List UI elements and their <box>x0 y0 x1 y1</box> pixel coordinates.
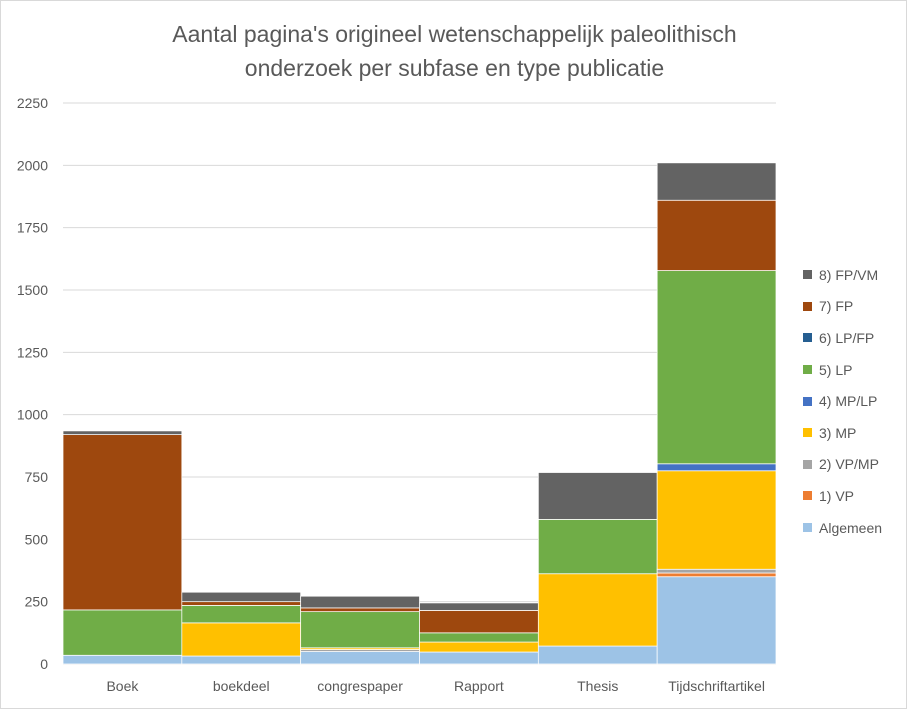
bar-segment <box>300 607 420 613</box>
bar-segment <box>656 463 777 472</box>
chart-title-line-2: onderzoek per subfase en type publicatie <box>244 55 665 81</box>
legend: 8) FP/VM 7) FP 6) LP/FP 5) LP 4) MP/LP 3) MP 2… <box>803 259 882 543</box>
bar-segment <box>62 430 183 435</box>
legend-label: 4) MP/LP <box>819 393 878 410</box>
legend-item: 1) VP <box>803 480 882 512</box>
y-tick-label: 2250 <box>17 95 48 111</box>
legend-label: 8) FP/VM <box>819 266 879 283</box>
legend-swatch <box>803 396 812 406</box>
legend-item: 5) LP <box>803 354 882 386</box>
legend-label: 7) FP <box>819 298 854 315</box>
bar-segment <box>62 609 183 656</box>
x-category-label: Thesis <box>577 678 618 694</box>
legend-label: 6) LP/FP <box>819 329 875 346</box>
legend-swatch <box>803 491 812 501</box>
bar-segment <box>656 568 777 574</box>
legend-swatch <box>803 523 812 533</box>
legend-label: Algemeen <box>819 519 883 536</box>
bar-segment <box>656 199 777 271</box>
y-tick-label: 1250 <box>17 344 48 360</box>
legend-label: 2) VP/MP <box>819 456 879 473</box>
bar-segment <box>656 572 777 578</box>
y-tick-label: 2000 <box>17 157 48 173</box>
y-tick-label: 250 <box>25 594 49 610</box>
legend-item: 3) MP <box>803 417 882 449</box>
bar-segment <box>537 472 658 520</box>
y-tick-label: 0 <box>40 656 48 672</box>
bar-segment <box>419 641 539 653</box>
bar-segment <box>300 651 420 665</box>
bar-segment <box>181 601 302 606</box>
x-category-label: congrespaper <box>317 678 403 694</box>
legend-swatch <box>803 301 812 311</box>
bar-segment <box>537 519 658 575</box>
legend-item: 8) FP/VM <box>803 259 882 291</box>
x-category-label: boekdeel <box>213 678 270 694</box>
y-tick-label: 500 <box>25 531 49 547</box>
bar-segment <box>181 622 302 657</box>
bar-segment <box>419 610 539 634</box>
x-category-label: Rapport <box>454 678 504 694</box>
chart-title: Aantal pagina's origineel wetenschappeli… <box>1 17 906 85</box>
bar-segment <box>62 434 183 611</box>
bar-segment <box>62 654 183 665</box>
legend-swatch <box>803 270 812 280</box>
legend-item: Algemeen <box>803 512 882 544</box>
legend-swatch <box>803 333 812 343</box>
bar-segment <box>300 595 420 609</box>
legend-label: 3) MP <box>819 424 857 441</box>
x-category-label: Tijdschriftartikel <box>668 678 765 694</box>
bar-segment <box>656 576 777 665</box>
bar-segment <box>656 162 777 201</box>
bar-segment <box>181 591 302 603</box>
x-category-label: Boek <box>106 678 139 694</box>
legend-label: 5) LP <box>819 361 853 378</box>
bar-segment <box>419 632 539 643</box>
legend-item: 7) FP <box>803 291 882 323</box>
bar-segment <box>537 573 658 647</box>
bar-segment <box>300 611 420 649</box>
bar-segment <box>419 602 539 611</box>
legend-swatch <box>803 428 812 438</box>
y-tick-label: 750 <box>25 469 49 485</box>
legend-item: 4) MP/LP <box>803 385 882 417</box>
legend-item: 2) VP/MP <box>803 449 882 481</box>
bar-segment <box>537 645 658 665</box>
legend-label: 1) VP <box>819 487 855 504</box>
y-tick-label: 1500 <box>17 282 48 298</box>
bar-segment <box>181 655 302 665</box>
bar-segment <box>656 270 777 465</box>
y-tick-label: 1750 <box>17 220 48 236</box>
legend-item: 6) LP/FP <box>803 322 882 354</box>
bar-segment <box>181 605 302 624</box>
bar-segment <box>656 470 777 570</box>
y-tick-label: 1000 <box>17 407 48 423</box>
chart-title-line-1: Aantal pagina's origineel wetenschappeli… <box>172 21 737 47</box>
bar-segment <box>419 651 539 665</box>
legend-swatch <box>803 459 812 469</box>
legend-swatch <box>803 365 812 375</box>
